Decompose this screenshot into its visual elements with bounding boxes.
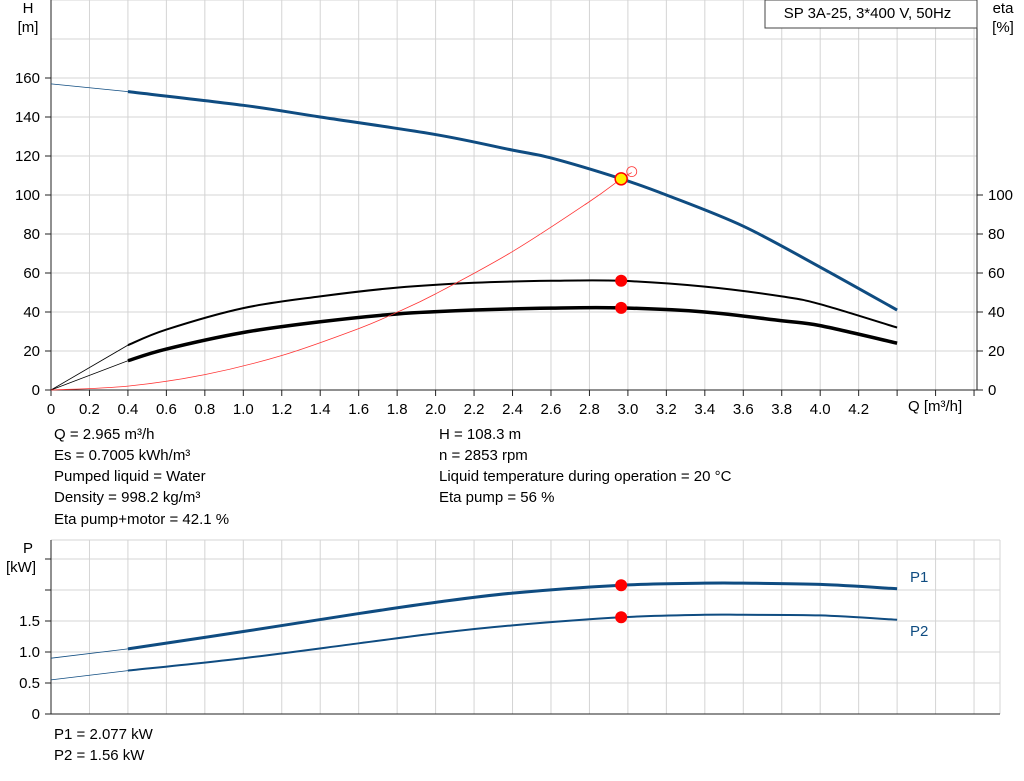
p1-point [615,579,628,592]
curve-system [50,172,632,391]
info-p1: P1 = 2.077 kW [54,726,153,743]
curve-H-extrapolated [50,83,128,93]
curve-eta-pump [127,279,898,347]
p2-point [615,611,628,624]
info-h: H = 108.3 m [439,426,522,443]
info-density: Density = 998.2 kg/m³ [54,489,201,506]
y2-tick-label: 40 [988,304,1005,321]
x-tick-label: 2.0 [425,401,446,418]
curve-p1 [127,581,898,651]
x-tick-label: 2.4 [502,401,523,418]
y2-tick-label: 0 [988,382,996,399]
duty-point-marker [614,172,628,186]
y-tick-label: 0 [32,382,40,399]
x-tick-label: 0.2 [79,401,100,418]
x-tick-label: 1.2 [271,401,292,418]
p-y-tick-label: 0.5 [19,675,40,692]
title-box [764,0,978,29]
p-axis-unit: [kW] [6,559,36,576]
x-tick-label: 2.6 [541,401,562,418]
q-axis-label: Q [m³/h] [908,398,963,415]
x-tick-label: 3.6 [733,401,754,418]
y-tick-label: 20 [23,343,40,360]
x-tick-label: 1.8 [387,401,408,418]
y-tick-label: 80 [23,226,40,243]
h-axis-unit: [m] [17,19,39,36]
y-tick-label: 140 [15,109,40,126]
info-es: Es = 0.7005 kWh/m³ [54,447,191,464]
x-tick-label: 1.4 [310,401,331,418]
x-tick-label: 3.2 [656,401,677,418]
curve-p2 [127,613,898,672]
y2-tick-label: 80 [988,226,1005,243]
p-y-tick-label: 0 [32,706,40,723]
x-tick-label: 0 [47,401,55,418]
y2-tick-label: 60 [988,265,1005,282]
y-tick-label: 160 [15,70,40,87]
p-y-tick-label: 1.5 [19,613,40,630]
x-tick-label: 1.0 [233,401,254,418]
y-tick-label: 100 [15,187,40,204]
x-tick-label: 2.2 [464,401,485,418]
y-tick-label: 60 [23,265,40,282]
x-tick-label: 3.8 [771,401,792,418]
info-eta-total: Eta pump+motor = 42.1 % [54,511,230,528]
x-tick-label: 3.0 [617,401,638,418]
h-axis-label: H [22,0,34,17]
curve-p2-extrapolated [50,670,128,681]
x-tick-label: 1.6 [348,401,369,418]
system-curve-end-marker [626,166,638,178]
info-temp: Liquid temperature during operation = 20… [439,468,732,485]
info-n: n = 2853 rpm [439,447,528,464]
p2-label: P2 [910,623,929,640]
curve-eta-total-extrapolated [50,360,129,391]
y2-tick-label: 20 [988,343,1005,360]
eta-axis-unit: [%] [992,19,1014,36]
x-tick-label: 0.6 [156,401,177,418]
info-q: Q = 2.965 m³/h [54,426,155,443]
eta-total-point [615,301,628,314]
info-liquid: Pumped liquid = Water [54,468,206,485]
x-tick-label: 3.4 [694,401,715,418]
p-y-tick-label: 1.0 [19,644,40,661]
x-tick-label: 2.8 [579,401,600,418]
p1-label: P1 [910,569,929,586]
y2-tick-label: 100 [988,187,1013,204]
y-tick-label: 40 [23,304,40,321]
y-tick-label: 120 [15,148,40,165]
x-tick-label: 4.0 [810,401,831,418]
x-tick-label: 0.8 [194,401,215,418]
chart-title: SP 3A-25, 3*400 V, 50Hz [783,5,952,22]
info-eta-pump: Eta pump = 56 % [439,489,555,506]
curve-H [127,90,898,312]
curve-eta-pump-extrapolated [50,344,129,391]
eta-axis-label: eta [992,0,1014,17]
curve-eta-total [127,305,898,363]
info-p2: P2 = 1.56 kW [54,747,145,764]
x-tick-label: 4.2 [848,401,869,418]
p-axis-label: P [22,540,33,557]
x-tick-label: 0.4 [117,401,138,418]
curve-p1-extrapolated [50,648,128,659]
eta-pump-point [615,274,628,287]
